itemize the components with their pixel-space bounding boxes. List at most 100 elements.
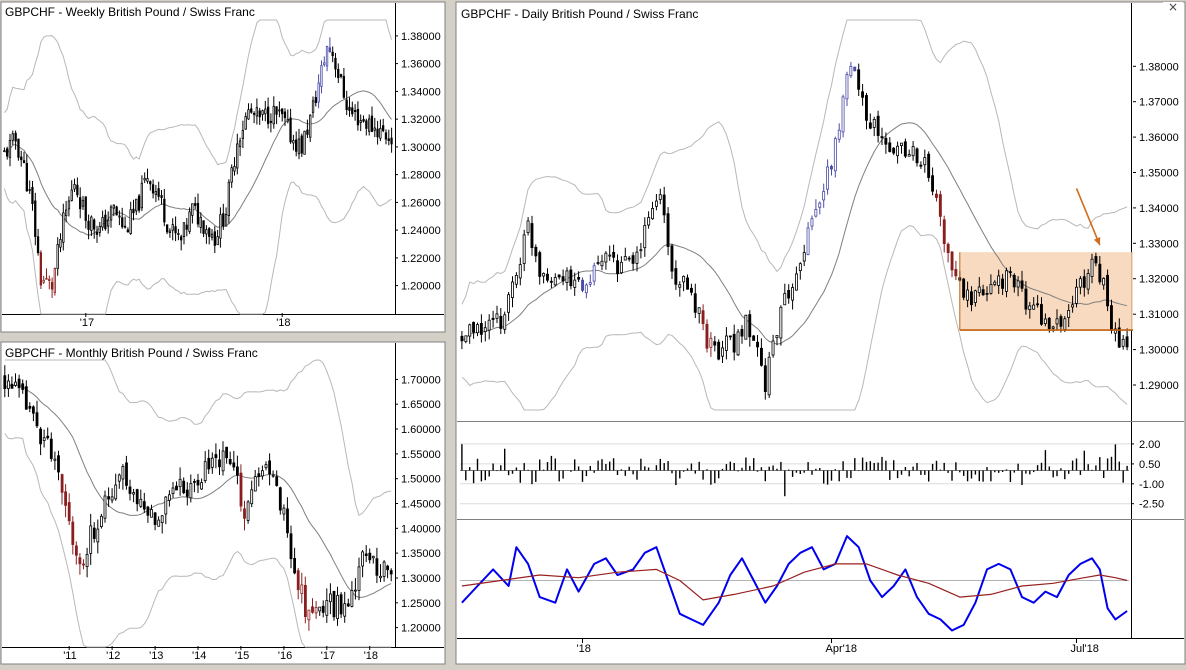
daily-candle	[569, 269, 573, 287]
monthly-y-tick-label: 1.50000	[401, 474, 441, 486]
daily-candle	[588, 282, 592, 285]
weekly-candle	[210, 233, 214, 238]
monthly-candle	[7, 380, 10, 389]
daily-candle	[581, 279, 584, 291]
daily-candle	[682, 275, 686, 283]
daily-candle	[888, 142, 892, 152]
daily-candle	[612, 251, 616, 258]
monthly-candle	[185, 489, 189, 497]
weekly-candle	[146, 178, 149, 182]
daily-candle	[830, 165, 833, 170]
daily-candle	[752, 335, 756, 341]
monthly-candle	[178, 478, 182, 488]
weekly-candle	[73, 183, 76, 190]
weekly-candle	[199, 216, 202, 228]
daily-moving-average	[461, 122, 1128, 345]
daily-y-tick-label: 1.36000	[1139, 132, 1179, 144]
daily-candle	[616, 260, 619, 275]
daily-candle	[631, 255, 635, 264]
weekly-candle	[59, 238, 62, 248]
daily-upper-band	[461, 19, 1128, 305]
daily-y-tick-label: 1.33000	[1139, 238, 1179, 250]
daily-candle	[845, 74, 849, 100]
daily-candle	[468, 324, 472, 337]
weekly-plot: 1.20000 1.22000 1.24000 1.26000 1.28000 1.300…	[3, 19, 441, 315]
daily-candle	[1078, 278, 1082, 288]
monthly-x-tick-label: '13	[149, 650, 163, 662]
daily-candle	[530, 223, 534, 249]
daily-candle	[935, 193, 938, 198]
monthly-candle	[103, 495, 107, 519]
monthly-chart-window[interactable]	[0, 341, 446, 665]
monthly-candle	[200, 482, 204, 490]
daily-candle	[483, 327, 487, 333]
weekly-candle	[286, 118, 289, 122]
daily-chart-window[interactable]	[455, 1, 1186, 665]
weekly-candle	[250, 108, 253, 113]
daily-candle	[884, 137, 888, 145]
daily-candle	[546, 273, 549, 281]
weekly-candle	[163, 198, 166, 223]
weekly-candle	[149, 181, 152, 185]
daily-candle	[557, 274, 561, 278]
monthly-x-tick-label: '11	[63, 650, 77, 662]
monthly-candle	[296, 570, 300, 591]
close-button[interactable]	[1163, 2, 1183, 11]
weekly-candle	[266, 106, 270, 124]
weekly-candle	[384, 132, 388, 140]
monthly-candle	[368, 552, 372, 561]
daily-candle	[460, 335, 464, 342]
monthly-candle	[253, 476, 257, 492]
daily-lower-band	[461, 225, 1128, 411]
daily-candle	[826, 166, 829, 190]
weekly-candle	[25, 162, 29, 192]
weekly-candle	[22, 160, 26, 164]
weekly-chart-window[interactable]	[0, 1, 446, 333]
daily-candle	[973, 290, 977, 304]
daily-candle	[791, 287, 794, 301]
daily-candle	[604, 252, 608, 263]
daily-candle	[542, 272, 546, 277]
weekly-candle	[182, 222, 186, 237]
daily-candle	[954, 269, 958, 277]
weekly-candle	[252, 113, 256, 115]
daily-candle	[553, 277, 557, 286]
weekly-y-tick-label: 1.38000	[401, 31, 441, 43]
monthly-y-tick-label: 1.20000	[401, 623, 441, 635]
weekly-candle	[191, 203, 194, 216]
monthly-candle	[196, 479, 200, 486]
weekly-candle	[104, 214, 107, 230]
close-icon[interactable]: ×	[1168, 0, 1178, 14]
daily-candle	[931, 175, 934, 192]
monthly-candle	[350, 590, 354, 607]
weekly-candle	[93, 219, 96, 230]
monthly-candle	[336, 595, 340, 620]
monthly-candle	[389, 570, 393, 575]
weekly-upper-band	[4, 19, 393, 166]
daily-candle	[748, 314, 752, 338]
weekly-candle	[174, 226, 177, 234]
daily-candle	[499, 315, 503, 329]
weekly-candle	[255, 107, 259, 117]
weekly-candle	[272, 105, 275, 125]
weekly-y-tick-label: 1.32000	[401, 114, 441, 126]
monthly-candle	[260, 470, 264, 477]
weekly-y-tick-label: 1.22000	[401, 253, 441, 265]
weekly-candle	[325, 46, 329, 67]
weekly-candle	[79, 197, 82, 210]
weekly-candle	[202, 220, 205, 234]
daily-candle	[1047, 317, 1051, 329]
daily-candle	[892, 147, 896, 154]
monthly-moving-average	[4, 384, 392, 599]
daily-candle	[989, 283, 993, 294]
daily-candle	[915, 148, 919, 164]
daily-y-tick-label: 1.35000	[1139, 168, 1179, 180]
daily-candle	[491, 317, 495, 320]
monthly-candle	[293, 558, 297, 574]
monthly-candle	[121, 465, 125, 480]
histogram-y-tick-label: 2.00	[1139, 439, 1160, 451]
daily-candle	[795, 273, 798, 291]
daily-candle	[810, 218, 814, 227]
weekly-candle	[280, 108, 284, 115]
